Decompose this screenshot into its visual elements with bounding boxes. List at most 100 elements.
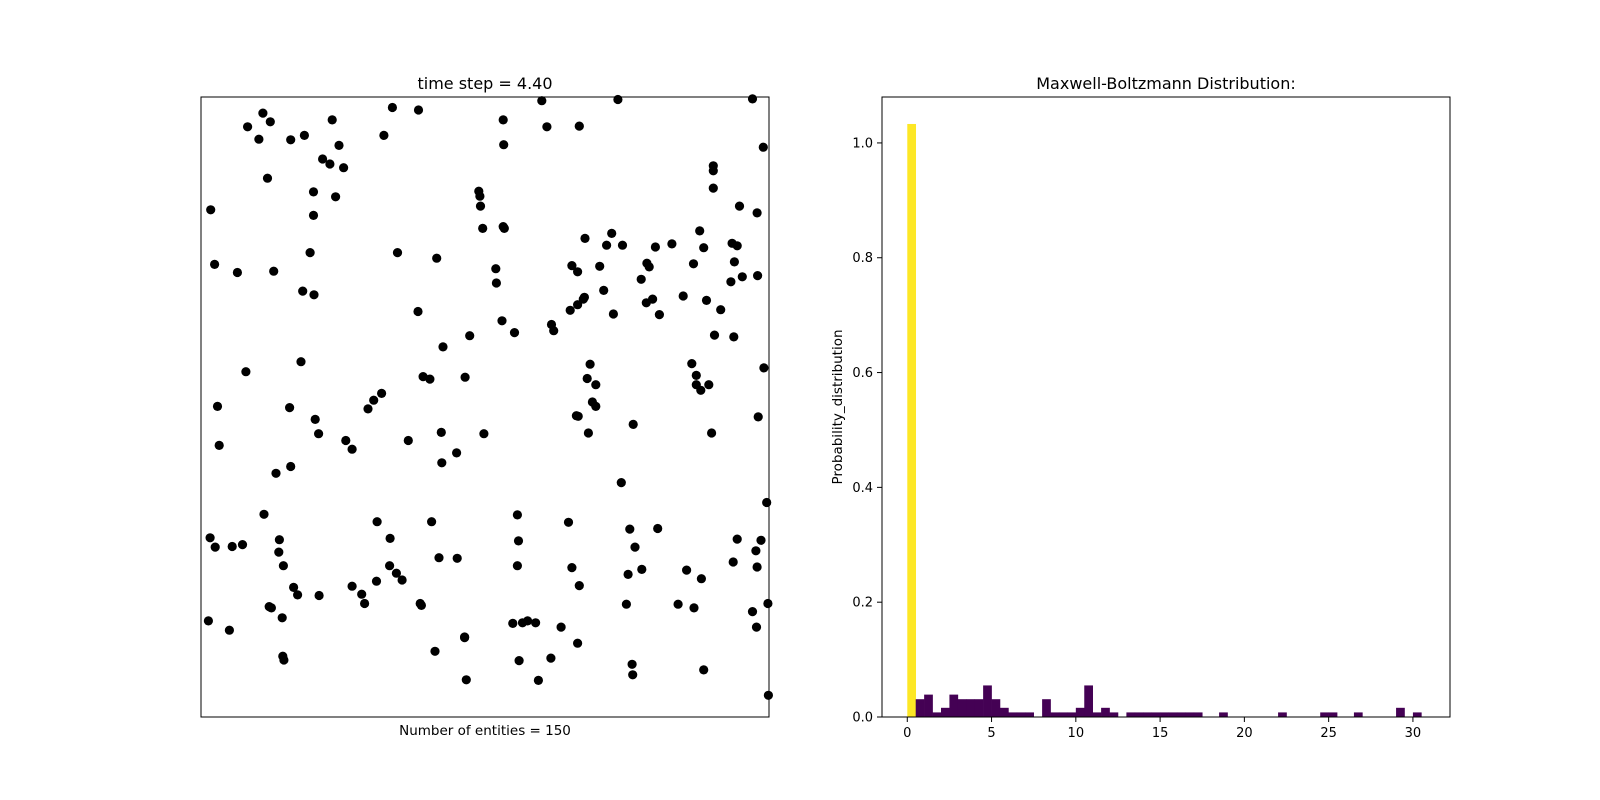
histogram-title: Maxwell-Boltzmann Distribution: [1036, 74, 1295, 93]
histogram-bar [983, 685, 992, 717]
histogram-bar [940, 707, 950, 717]
particle-point [648, 294, 658, 304]
particle-point [729, 257, 740, 267]
histogram-bar [1412, 712, 1422, 717]
particle-point [491, 264, 501, 274]
histogram-bar [1101, 707, 1110, 717]
particle-point [347, 444, 357, 454]
particle-point [747, 607, 758, 617]
particle-point [334, 140, 344, 150]
histogram-bar [949, 694, 959, 717]
particle-point [616, 478, 626, 488]
particle-point [573, 300, 583, 310]
particle-point [571, 411, 582, 421]
histogram-bar [1278, 712, 1287, 717]
particle-point [227, 541, 237, 552]
histogram-bar [915, 699, 925, 717]
histogram-bar [907, 123, 917, 718]
particle-point [751, 546, 761, 556]
particle-point [309, 290, 319, 300]
particle-point [699, 243, 709, 253]
histogram-bar [957, 699, 967, 717]
particle-point [385, 533, 395, 544]
particle-point [599, 285, 609, 295]
particle-point [427, 517, 437, 527]
particle-point [371, 576, 382, 586]
particle-point [625, 524, 635, 534]
histogram-bar [1008, 712, 1018, 717]
particle-point [688, 259, 699, 269]
particle-point [296, 357, 306, 367]
particle-point [756, 535, 766, 545]
particle-point [752, 208, 762, 218]
particle-point [497, 316, 507, 326]
histogram-bar [999, 707, 1009, 717]
particle-point [262, 173, 273, 183]
particle-point [271, 468, 281, 478]
particle-point [347, 581, 357, 591]
histogram-plot-frame [881, 96, 1451, 718]
particle-point [556, 622, 566, 632]
particle-point [210, 542, 220, 552]
particle-point [460, 372, 470, 382]
particle-point [286, 135, 296, 145]
particle-point [269, 266, 279, 276]
particle-point [573, 267, 583, 277]
particle-point [392, 248, 403, 258]
histogram-ylabel: Probability_distribution [830, 329, 846, 484]
particle-point [654, 310, 665, 320]
particle-point [391, 568, 401, 578]
particle-point [259, 509, 269, 519]
particle-point [753, 412, 763, 422]
particle-point [729, 332, 739, 342]
x-tick-label: 25 [1320, 726, 1337, 741]
particle-point [210, 259, 220, 269]
histogram-bar [1067, 712, 1077, 717]
particle-point [460, 632, 470, 642]
particle-point [607, 228, 617, 238]
particle-point [617, 240, 628, 250]
particle-point [478, 223, 488, 233]
particle-point [513, 536, 524, 546]
histogram-bar [1109, 712, 1119, 717]
particle-point [628, 419, 638, 429]
particle-point [425, 374, 435, 384]
scatter-xlabel: Number of entities = 150 [399, 723, 571, 739]
particle-point [691, 370, 701, 380]
particle-point [726, 277, 736, 287]
particle-point [707, 428, 717, 438]
particle-point [678, 291, 688, 301]
histogram-y-ticks: 0.0 0.2 0.4 0.6 0.8 1.0 [852, 136, 882, 726]
histogram-bar [1151, 712, 1161, 717]
particle-point [591, 401, 601, 411]
particle-point [363, 404, 373, 414]
x-tick-label: 10 [1068, 726, 1085, 741]
particle-point [258, 108, 268, 118]
histogram-bar [1185, 712, 1195, 717]
particle-point [623, 569, 633, 580]
particle-point [397, 575, 407, 585]
particle-point [763, 598, 773, 609]
histogram-bars [907, 123, 1422, 718]
particle-point [498, 115, 508, 125]
particle-scatter-panel: time step = 4.40 Number of entities = 15… [200, 74, 774, 739]
particle-point [514, 656, 524, 666]
particle-point [574, 581, 584, 591]
histogram-bar [991, 699, 1001, 717]
particle-point [591, 380, 601, 390]
particle-point [709, 330, 720, 340]
y-tick-label: 0.8 [852, 251, 873, 266]
particle-point [682, 565, 692, 575]
histogram-bar [1353, 712, 1363, 717]
particle-point [636, 274, 646, 284]
particle-point [650, 242, 661, 252]
particle-point [331, 192, 341, 202]
particle-point [499, 140, 509, 150]
particle-point [214, 440, 224, 450]
particle-point [728, 557, 738, 567]
particle-point [491, 278, 501, 288]
particle-point [546, 653, 556, 663]
particle-point [563, 517, 574, 527]
histogram-bar [974, 699, 984, 717]
particle-point [579, 292, 590, 302]
